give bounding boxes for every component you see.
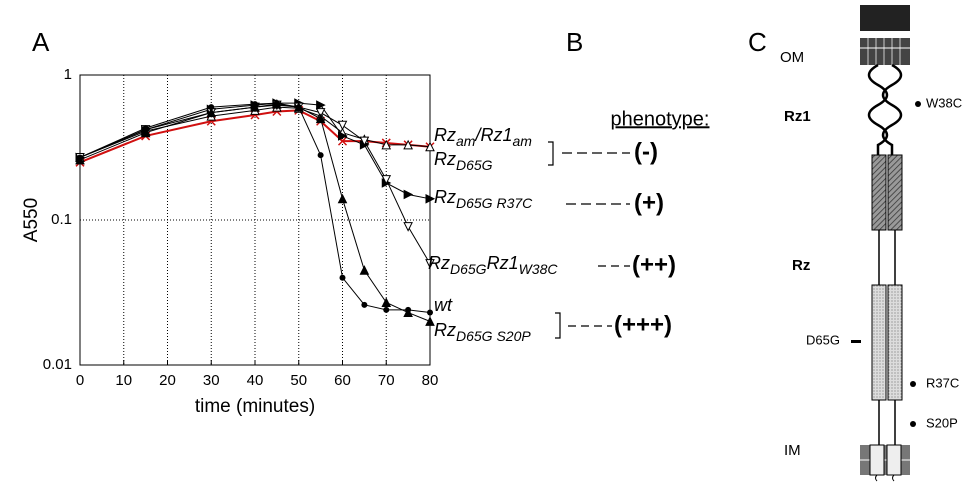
- phenotype: (+++): [614, 311, 672, 338]
- marker: [381, 139, 392, 150]
- series-line: [79, 102, 431, 314]
- marker: [359, 136, 370, 147]
- x-tick-label: 30: [203, 372, 220, 389]
- y-tick-label: 0.01: [43, 356, 72, 373]
- label-part: D65G: [450, 261, 487, 277]
- x-tick-label: 80: [422, 372, 439, 389]
- diagram-label: Rz: [792, 257, 810, 274]
- panel-label: A: [32, 27, 50, 57]
- series-line: [79, 102, 431, 200]
- label-part: wt: [434, 295, 453, 315]
- marker: [272, 98, 282, 109]
- diagram-label: OM: [780, 49, 804, 66]
- diagram-label: S20P: [926, 415, 958, 430]
- marker: [337, 120, 348, 131]
- label-part: /Rz1: [473, 125, 512, 145]
- x-tick-label: 10: [115, 372, 132, 389]
- marker: [315, 113, 326, 124]
- label-part: D65G: [456, 157, 493, 173]
- x-tick-label: 0: [76, 372, 84, 389]
- diagram-label: W38C: [926, 95, 962, 110]
- marker: [75, 154, 85, 165]
- marker: [403, 139, 413, 150]
- x-tick-label: 60: [334, 372, 351, 389]
- phenotype: (++): [632, 251, 676, 278]
- marker: [315, 108, 326, 118]
- series-line: [79, 103, 431, 322]
- marker: [425, 194, 436, 204]
- marker: [339, 274, 346, 281]
- series-line: [79, 109, 431, 164]
- marker: [338, 131, 348, 141]
- marker: [316, 100, 326, 110]
- membrane-diagram: [851, 5, 921, 482]
- marker: [208, 104, 215, 111]
- x-axis-title: time (minutes): [195, 396, 315, 417]
- x-tick-label: 50: [290, 372, 307, 389]
- label-part: Rz: [428, 253, 450, 273]
- marker: [425, 141, 435, 152]
- marker: [359, 265, 370, 275]
- diagram-label: IM: [784, 442, 801, 459]
- marker: [381, 175, 392, 185]
- phenotype: (+): [634, 189, 664, 216]
- label-part: Rz: [434, 187, 456, 207]
- y-tick-label: 0.1: [51, 211, 72, 228]
- marker: [140, 127, 151, 138]
- series-label: Rzam/Rz1am: [434, 125, 532, 149]
- series-label: RzD65G R37C: [434, 187, 533, 211]
- x-tick-label: 70: [378, 372, 395, 389]
- y-tick-label: 1: [64, 66, 72, 83]
- panel-label: C: [748, 27, 767, 57]
- y-axis-title: A550: [21, 198, 42, 242]
- marker: [427, 309, 433, 316]
- diagram-label: D65G: [806, 332, 840, 347]
- series-label: RzD65G: [434, 149, 493, 173]
- marker: [293, 102, 304, 112]
- marker: [425, 316, 435, 326]
- series-line: [79, 106, 431, 158]
- connectors: [548, 141, 630, 339]
- series-line: [79, 104, 431, 264]
- label-part: Rz1: [487, 253, 519, 273]
- phenotype-header: phenotype:: [611, 108, 710, 130]
- panel-label: B: [566, 27, 583, 57]
- label-part: Rz: [434, 320, 456, 340]
- series-label: wt: [434, 295, 453, 315]
- marker: [206, 107, 217, 118]
- marker: [383, 306, 390, 313]
- phenotype: (-): [634, 138, 658, 165]
- label-part: D65G R37C: [456, 195, 533, 211]
- x-tick-label: 40: [247, 372, 264, 389]
- label-part: D65G S20P: [456, 328, 531, 344]
- marker: [381, 297, 392, 307]
- plot-frame: [79, 74, 431, 366]
- marker: [403, 222, 413, 232]
- label-part: am: [456, 133, 476, 149]
- x-tick-label: 20: [159, 372, 176, 389]
- series-label: RzD65G S20P: [434, 320, 531, 344]
- marker: [361, 301, 368, 308]
- marker: [317, 152, 324, 159]
- label-part: Rz: [434, 149, 456, 169]
- marker: [425, 259, 435, 269]
- marker: [403, 307, 413, 318]
- diagram-label: R37C: [926, 375, 959, 390]
- marker: [250, 102, 260, 112]
- series-label: RzD65GRz1W38C: [428, 253, 558, 277]
- label-part: Rz: [434, 125, 456, 145]
- marker: [403, 189, 414, 200]
- label-part: W38C: [519, 261, 559, 277]
- label-part: am: [512, 133, 532, 149]
- marker: [337, 193, 348, 204]
- diagram-label: Rz1: [784, 108, 811, 125]
